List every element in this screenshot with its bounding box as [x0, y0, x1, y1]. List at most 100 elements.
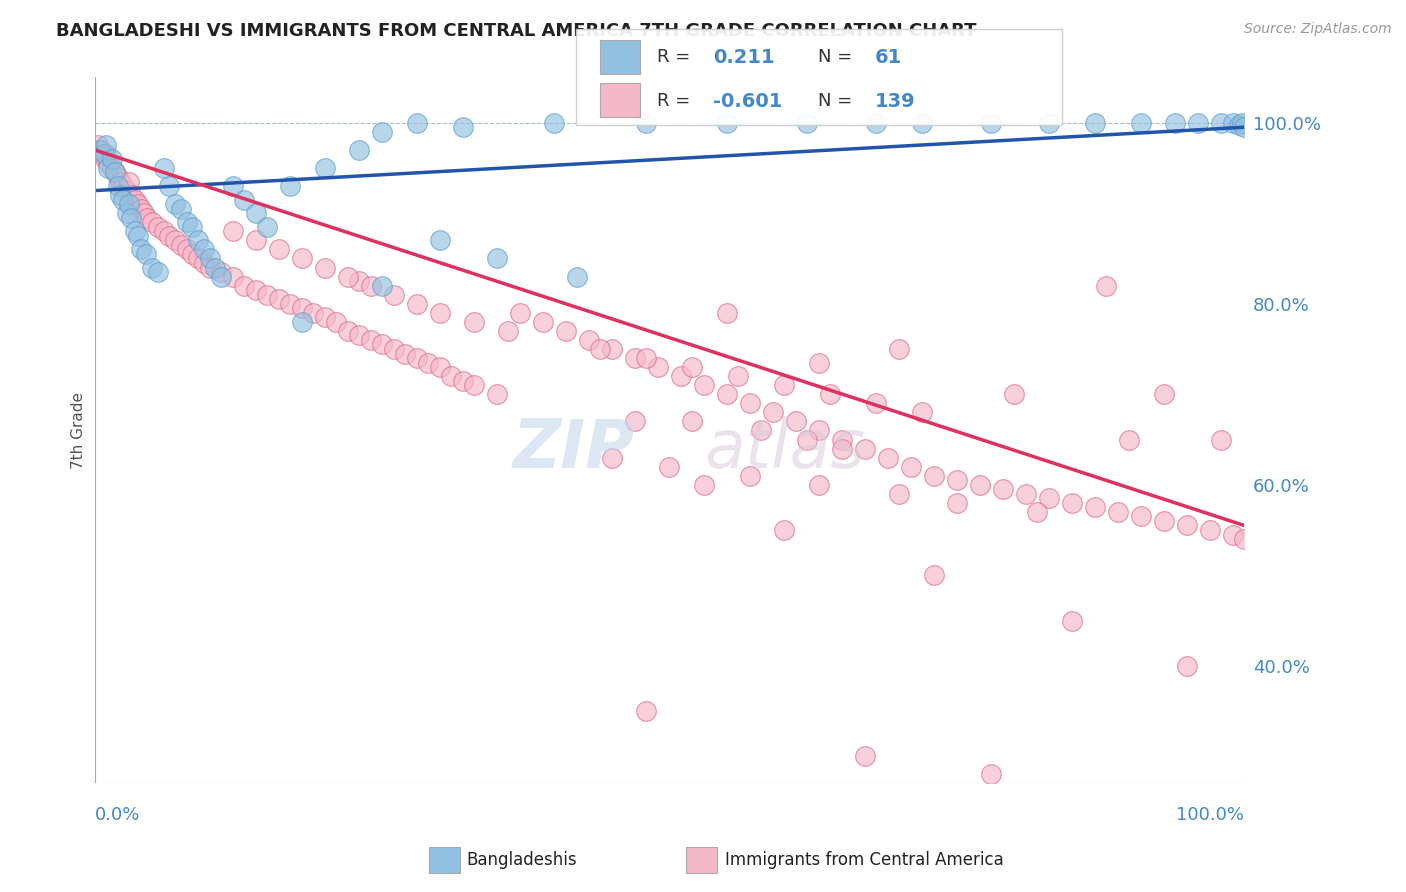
Point — [104, 165, 127, 179]
Point — [911, 116, 934, 130]
Point — [946, 473, 969, 487]
Point — [91, 147, 114, 161]
Point — [1107, 505, 1129, 519]
Point — [245, 283, 267, 297]
Point — [290, 252, 312, 266]
Point — [1060, 496, 1083, 510]
Point — [796, 433, 818, 447]
Point — [1175, 518, 1198, 533]
Point — [127, 197, 149, 211]
Point — [773, 523, 796, 537]
Point — [889, 487, 911, 501]
Point — [762, 405, 785, 419]
Point — [853, 749, 876, 764]
Point — [187, 252, 209, 266]
Point — [485, 252, 508, 266]
Point — [1199, 523, 1222, 537]
Point — [129, 202, 152, 216]
Text: 61: 61 — [875, 48, 901, 67]
Point — [221, 224, 243, 238]
Point — [658, 459, 681, 474]
Point — [831, 442, 853, 456]
Point — [204, 260, 226, 275]
Point — [1230, 116, 1253, 130]
Point — [157, 179, 180, 194]
Point — [181, 247, 204, 261]
Point — [394, 346, 416, 360]
Point — [738, 396, 761, 410]
Point — [165, 233, 187, 247]
Point — [165, 197, 187, 211]
Point — [314, 310, 336, 325]
Point — [567, 269, 589, 284]
Point — [578, 333, 600, 347]
Point — [1153, 514, 1175, 528]
Point — [693, 477, 716, 491]
Point — [429, 233, 451, 247]
Point — [118, 197, 141, 211]
Point — [405, 351, 427, 365]
Point — [1095, 278, 1118, 293]
Point — [922, 568, 945, 582]
Point — [820, 387, 842, 401]
Point — [1026, 505, 1049, 519]
Point — [509, 306, 531, 320]
Point — [1187, 116, 1209, 130]
Point — [624, 414, 647, 428]
Point — [636, 704, 658, 718]
Point — [187, 233, 209, 247]
Point — [463, 315, 485, 329]
Point — [256, 219, 278, 234]
Point — [209, 265, 232, 279]
Point — [980, 767, 1002, 781]
Point — [347, 143, 370, 157]
Point — [889, 342, 911, 356]
Point — [543, 116, 565, 130]
Point — [360, 278, 382, 293]
Point — [94, 138, 117, 153]
Point — [124, 224, 146, 238]
Point — [112, 193, 135, 207]
Point — [716, 116, 738, 130]
Text: R =: R = — [657, 48, 696, 67]
Point — [738, 468, 761, 483]
Point — [371, 337, 394, 351]
Point — [302, 306, 325, 320]
Point — [336, 324, 359, 338]
Point — [416, 355, 439, 369]
Text: N =: N = — [818, 48, 858, 67]
Point — [751, 424, 773, 438]
Point — [176, 215, 198, 229]
Point — [555, 324, 578, 338]
Point — [636, 351, 658, 365]
Point — [1164, 116, 1187, 130]
Point — [198, 252, 221, 266]
Point — [1015, 487, 1038, 501]
Text: BANGLADESHI VS IMMIGRANTS FROM CENTRAL AMERICA 7TH GRADE CORRELATION CHART: BANGLADESHI VS IMMIGRANTS FROM CENTRAL A… — [56, 22, 977, 40]
Text: 139: 139 — [875, 92, 915, 111]
Point — [115, 184, 138, 198]
Point — [146, 219, 169, 234]
Point — [807, 424, 830, 438]
Point — [115, 206, 138, 220]
Text: Source: ZipAtlas.com: Source: ZipAtlas.com — [1244, 22, 1392, 37]
Point — [1233, 532, 1256, 546]
Point — [152, 224, 174, 238]
Point — [132, 206, 155, 220]
Point — [1118, 433, 1140, 447]
Point — [865, 116, 887, 130]
Point — [922, 468, 945, 483]
Point — [221, 179, 243, 194]
Text: 0.0%: 0.0% — [94, 806, 141, 824]
Point — [193, 243, 215, 257]
Point — [89, 143, 111, 157]
Point — [135, 247, 157, 261]
Point — [120, 188, 142, 202]
Point — [405, 297, 427, 311]
Text: R =: R = — [657, 92, 696, 111]
Point — [267, 292, 290, 306]
Point — [94, 152, 117, 166]
Point — [141, 215, 163, 229]
Point — [807, 355, 830, 369]
Point — [589, 342, 612, 356]
